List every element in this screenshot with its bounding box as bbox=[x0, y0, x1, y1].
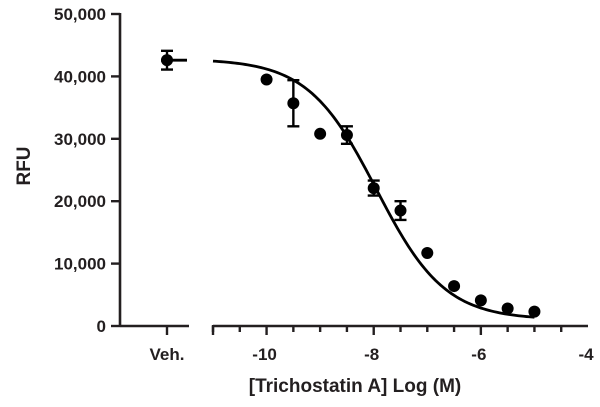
data-point bbox=[260, 73, 273, 86]
data-point bbox=[367, 182, 380, 195]
y-tick-label: 30,000 bbox=[54, 130, 106, 149]
data-point bbox=[394, 204, 407, 217]
x-axis-title: [Trichostatin A] Log (M) bbox=[249, 376, 462, 397]
y-tick-label: 50,000 bbox=[54, 5, 106, 24]
vehicle-data-point bbox=[161, 54, 173, 67]
x-tick-label: -6 bbox=[471, 345, 486, 364]
y-tick-label: 20,000 bbox=[54, 192, 106, 211]
y-axis-title: RFU bbox=[14, 146, 35, 185]
data-point bbox=[340, 129, 353, 142]
x-tick-label-vehicle: Veh. bbox=[150, 345, 185, 364]
y-tick-label: 10,000 bbox=[54, 255, 106, 274]
data-marks bbox=[161, 49, 541, 319]
x-tick-label: -4 bbox=[578, 345, 594, 364]
y-tick-label: 0 bbox=[97, 317, 106, 336]
tick-labels: 0 10,000 20,000 30,000 40,000 50,000 Veh. -10 -8… bbox=[54, 5, 594, 364]
data-point bbox=[448, 280, 461, 293]
data-point bbox=[421, 246, 434, 259]
x-tick-label: -8 bbox=[364, 345, 379, 364]
data-point bbox=[501, 302, 514, 315]
data-point bbox=[287, 97, 300, 110]
data-point bbox=[474, 294, 487, 307]
data-point bbox=[314, 127, 327, 140]
axes bbox=[111, 12, 588, 335]
y-tick-label: 40,000 bbox=[54, 67, 106, 86]
x-tick-label: -10 bbox=[252, 345, 277, 364]
data-point bbox=[528, 305, 541, 318]
